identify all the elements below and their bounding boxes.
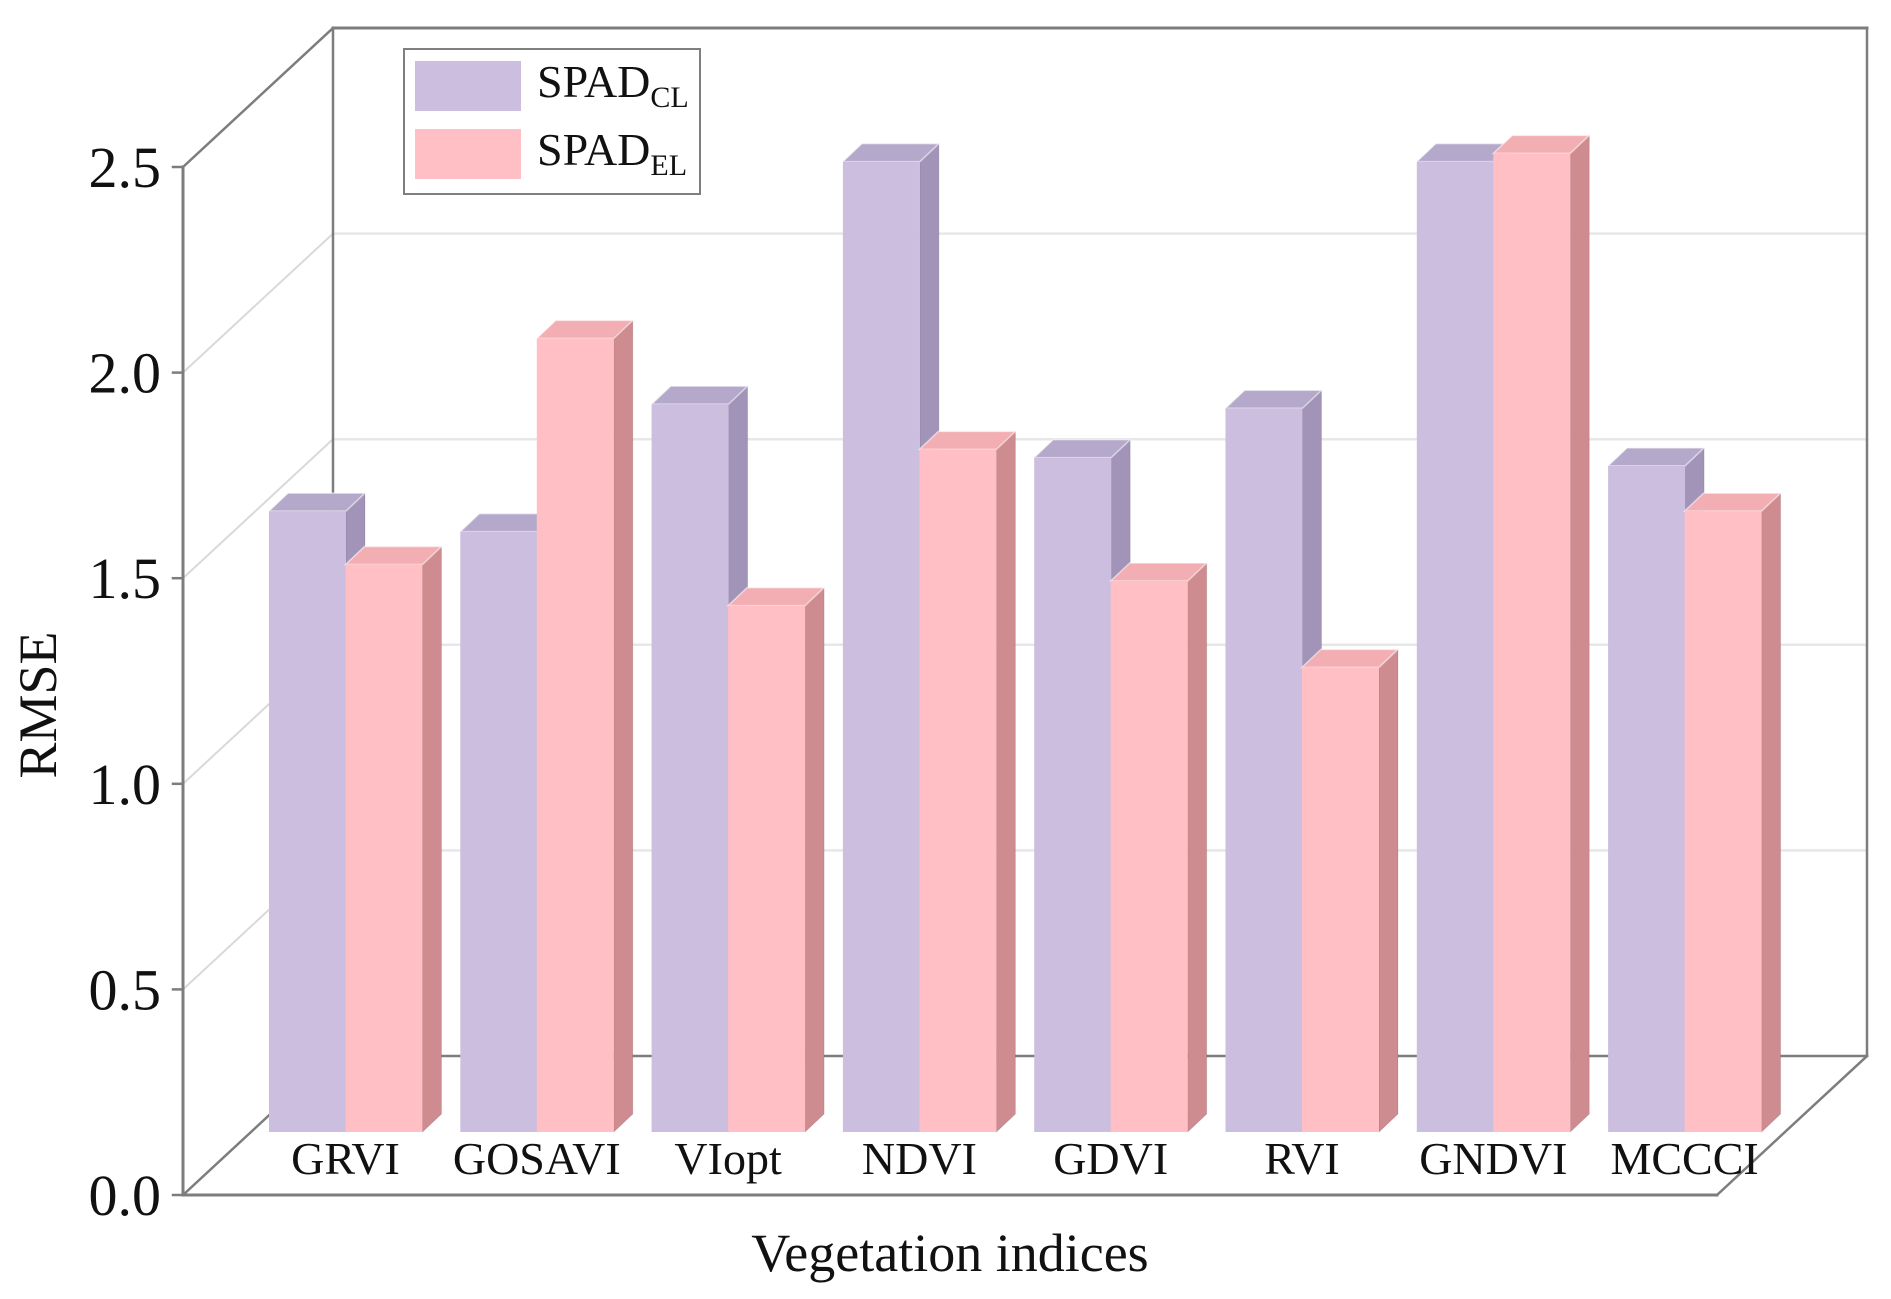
x-tick-label-rvi: RVI [1264, 1133, 1340, 1184]
legend-label-subscript: EL [650, 149, 688, 183]
legend-label-spad-el: SPADEL [537, 123, 688, 183]
x-tick-label-mccci: MCCCI [1610, 1133, 1758, 1184]
bar-viopt-spad-el-front [728, 605, 806, 1132]
left-wall-top-edge [181, 26, 335, 169]
legend: SPADCL SPADEL [403, 48, 701, 195]
bar-rvi-spad-el-front [1302, 667, 1379, 1132]
front-axis [171, 165, 1719, 1197]
x-tick-label-viopt: VIopt [674, 1133, 782, 1184]
y-tick-label: 1.5 [89, 546, 162, 611]
x-tick-label-grvi: GRVI [291, 1133, 400, 1184]
bars [267, 134, 1783, 1134]
legend-item-spad-el: SPADEL [415, 123, 688, 183]
bar-mccci-spad-cl-front [1608, 465, 1686, 1133]
x-tick-label-ndvi: NDVI [862, 1133, 977, 1184]
bar-gdvi-spad-el [1108, 561, 1209, 1134]
bar-grvi-spad-cl-front [269, 511, 346, 1132]
legend-swatch-spad-cl [415, 61, 521, 111]
bar-gndvi-spad-cl-front [1416, 161, 1494, 1132]
bar-gosavi-spad-cl-front [460, 531, 538, 1132]
bar-ndvi-spad-el [917, 430, 1018, 1134]
bar-gdvi-spad-cl-front [1034, 457, 1112, 1133]
bar-mccci-spad-el-front [1684, 511, 1762, 1132]
bar-gndvi-spad-el [1491, 134, 1592, 1134]
bar-grvi-spad-el [343, 545, 444, 1134]
x-tick-labels: GRVI GOSAVI VIopt NDVI GDVI RVI GNDVI MCCCI [291, 1133, 1759, 1184]
y-tick-labels: 0.0 0.5 1.0 1.5 2.0 2.5 [89, 135, 162, 1228]
y-tick-label: 2.5 [89, 135, 162, 200]
x-tick-label-gdvi: GDVI [1053, 1133, 1168, 1184]
floor-right-edge [1715, 1054, 1869, 1197]
bar-grvi-spad-el-front [345, 564, 423, 1132]
bar-gosavi-spad-el-side [613, 319, 634, 1134]
bar-gndvi-spad-el-front [1493, 153, 1571, 1132]
y-tick-label: 0.0 [89, 1163, 162, 1228]
gridline-left-wall [181, 232, 335, 375]
bar-ndvi-spad-el-side [995, 430, 1016, 1134]
bar-viopt-spad-cl-front [651, 404, 729, 1132]
x-axis-title: Vegetation indices [751, 1223, 1149, 1283]
legend-label-spad-cl: SPADCL [537, 55, 689, 115]
legend-swatch-spad-el [415, 129, 521, 179]
bar-ndvi-spad-cl-front [842, 161, 920, 1132]
bar-ndvi-spad-el-front [919, 449, 997, 1133]
legend-item-spad-cl: SPADCL [415, 55, 689, 115]
y-tick-label: 2.0 [89, 341, 162, 406]
y-axis-title: RMSE [8, 631, 68, 779]
bar-gdvi-spad-el-side [1187, 561, 1208, 1134]
bar-mccci-spad-el-side [1761, 491, 1782, 1134]
bar-gndvi-spad-el-side [1569, 134, 1590, 1134]
bar-gdvi-spad-el-front [1110, 580, 1188, 1132]
bar-rvi-spad-el-side [1378, 648, 1399, 1134]
legend-label-base: SPAD [537, 123, 651, 175]
y-tick-label: 0.5 [89, 957, 162, 1022]
bar-viopt-spad-el-side [804, 586, 825, 1134]
y-tick-label: 1.0 [89, 752, 162, 817]
gridline-left-wall [181, 437, 335, 580]
bar-viopt-spad-el [726, 586, 826, 1134]
legend-label-subscript: CL [650, 81, 689, 115]
x-tick-label-gosavi: GOSAVI [453, 1133, 621, 1184]
legend-label-base: SPAD [537, 55, 651, 107]
bar-rvi-spad-el [1300, 648, 1400, 1134]
bar-mccci-spad-el [1682, 491, 1783, 1134]
bar-rvi-spad-cl-front [1225, 408, 1303, 1133]
bar-grvi-spad-el-side [422, 545, 442, 1134]
bar-gosavi-spad-el-front [536, 338, 614, 1132]
bar-gosavi-spad-el [534, 319, 635, 1134]
x-tick-label-gndvi: GNDVI [1419, 1133, 1567, 1184]
